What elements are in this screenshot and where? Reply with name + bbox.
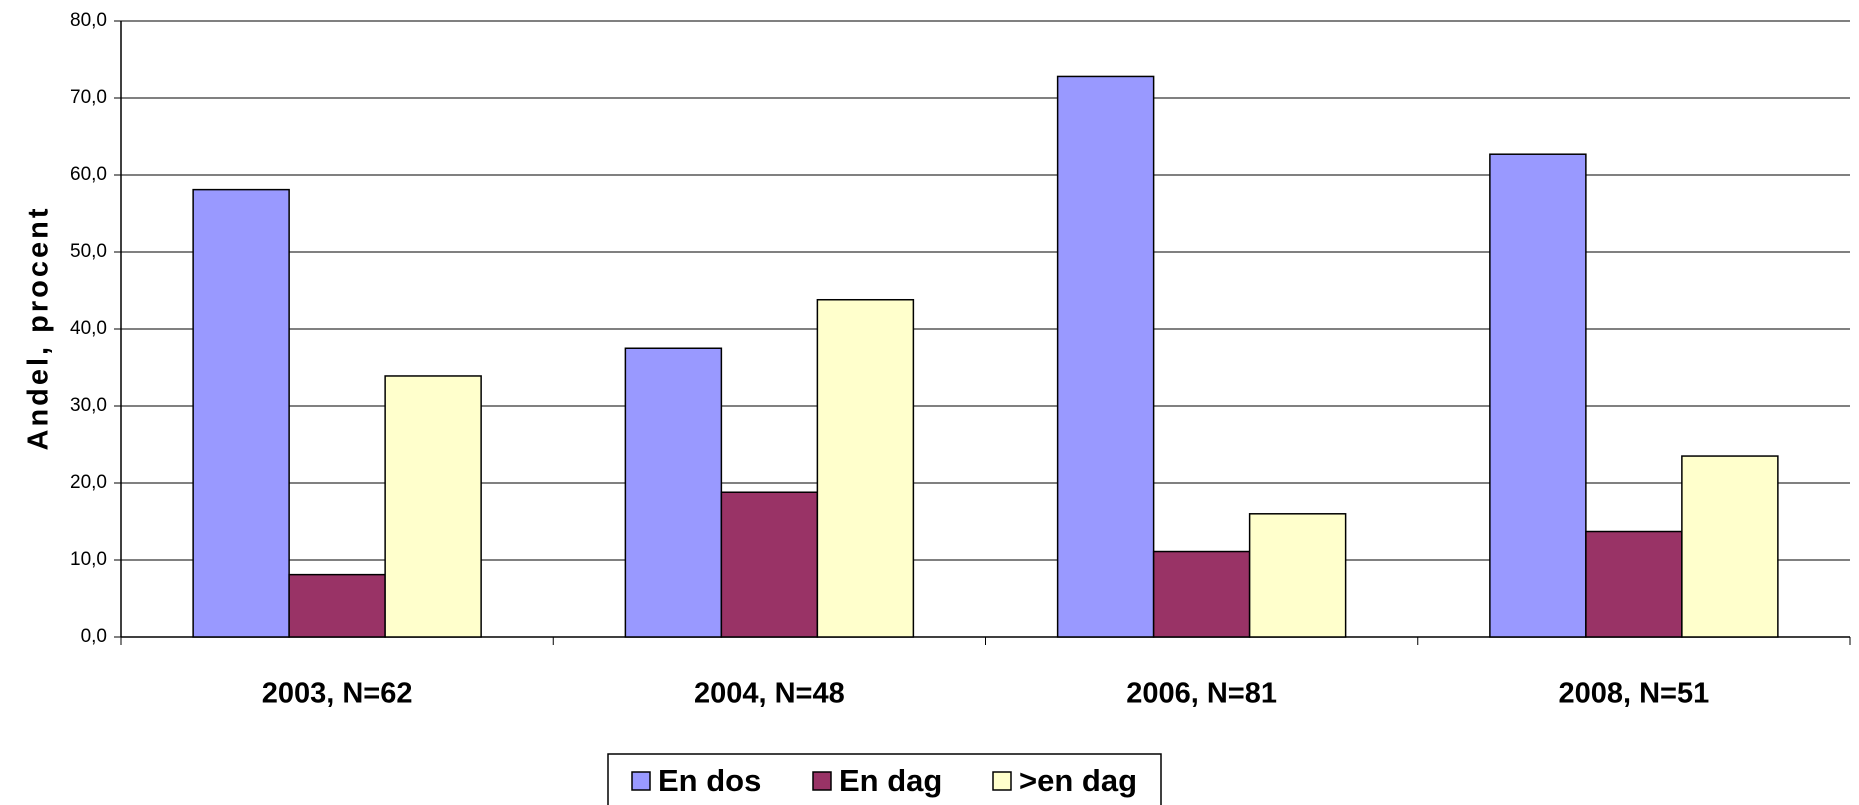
- bar: [1056, 75, 1155, 638]
- bar: [1489, 153, 1587, 638]
- y-tick-label: 70,0: [70, 87, 107, 108]
- bar: [1152, 550, 1251, 638]
- bar: [624, 347, 723, 638]
- y-axis-label: Andel, procent: [23, 205, 55, 450]
- y-tick-label: 20,0: [70, 472, 107, 493]
- y-tick-label: 30,0: [70, 395, 107, 416]
- y-tick-label: 40,0: [70, 318, 107, 339]
- bar: [1585, 530, 1683, 638]
- x-tick-label: 2006, N=81: [1126, 678, 1277, 710]
- x-tick-label: 2003, N=62: [262, 678, 413, 710]
- legend-swatch: [812, 771, 832, 791]
- x-tick-label: 2008, N=51: [1558, 678, 1709, 710]
- x-tick-label: 2004, N=48: [694, 678, 845, 710]
- y-tick-label: 10,0: [70, 549, 107, 570]
- y-tick-label: 0,0: [81, 626, 107, 647]
- bar: [192, 188, 290, 638]
- y-tick-label: 80,0: [70, 10, 107, 31]
- legend-swatch: [992, 771, 1012, 791]
- bar: [1248, 513, 1347, 638]
- legend-swatch: [631, 771, 651, 791]
- bar: [720, 491, 819, 638]
- y-tick-label: 60,0: [70, 164, 107, 185]
- bar: [1681, 455, 1779, 638]
- bar: [288, 573, 386, 638]
- bar: [384, 375, 482, 638]
- legend-label: >en dag: [1019, 763, 1137, 798]
- legend-box: [607, 753, 1162, 805]
- legend-label: En dos: [658, 763, 761, 798]
- legend-label: En dag: [839, 763, 942, 798]
- y-tick-label: 50,0: [70, 241, 107, 262]
- bar: [816, 298, 915, 638]
